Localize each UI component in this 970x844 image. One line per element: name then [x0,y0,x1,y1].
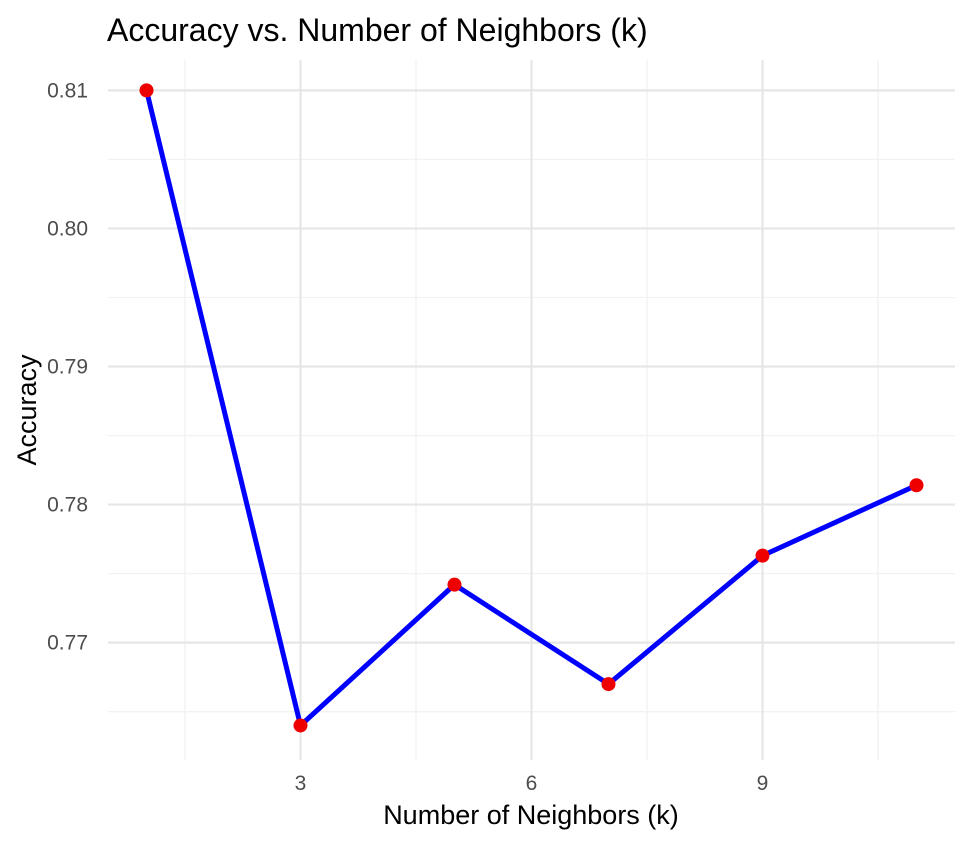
x-tick-label: 9 [757,772,769,795]
y-tick-label: 0.81 [47,79,88,102]
chart-title: Accuracy vs. Number of Neighbors (k) [107,12,648,48]
y-tick-label: 0.79 [47,356,88,379]
series-line-segment [452,582,611,687]
series-line-segment [760,482,919,559]
y-tick-label: 0.77 [47,632,88,655]
series-points [139,83,924,733]
series-line-segment [298,582,457,728]
data-point [293,718,308,733]
data-point [447,577,462,592]
series-line-segment [606,553,765,687]
y-tick-label: 0.80 [47,217,88,240]
series-line-segment [144,87,303,728]
x-axis-ticks: 3 6 9 [295,772,769,795]
data-point [139,83,154,98]
x-tick-label: 3 [295,772,307,795]
x-axis-title: Number of Neighbors (k) [383,800,679,830]
x-tick-label: 6 [526,772,538,795]
major-gridlines [108,60,955,760]
data-point [601,677,616,692]
y-tick-label: 0.78 [47,494,88,517]
data-point [909,478,924,493]
data-point [755,548,770,563]
y-axis-title: Accuracy [12,354,42,466]
series-lines [144,87,919,728]
y-axis-ticks: 0.77 0.78 0.79 0.80 0.81 [47,79,88,654]
